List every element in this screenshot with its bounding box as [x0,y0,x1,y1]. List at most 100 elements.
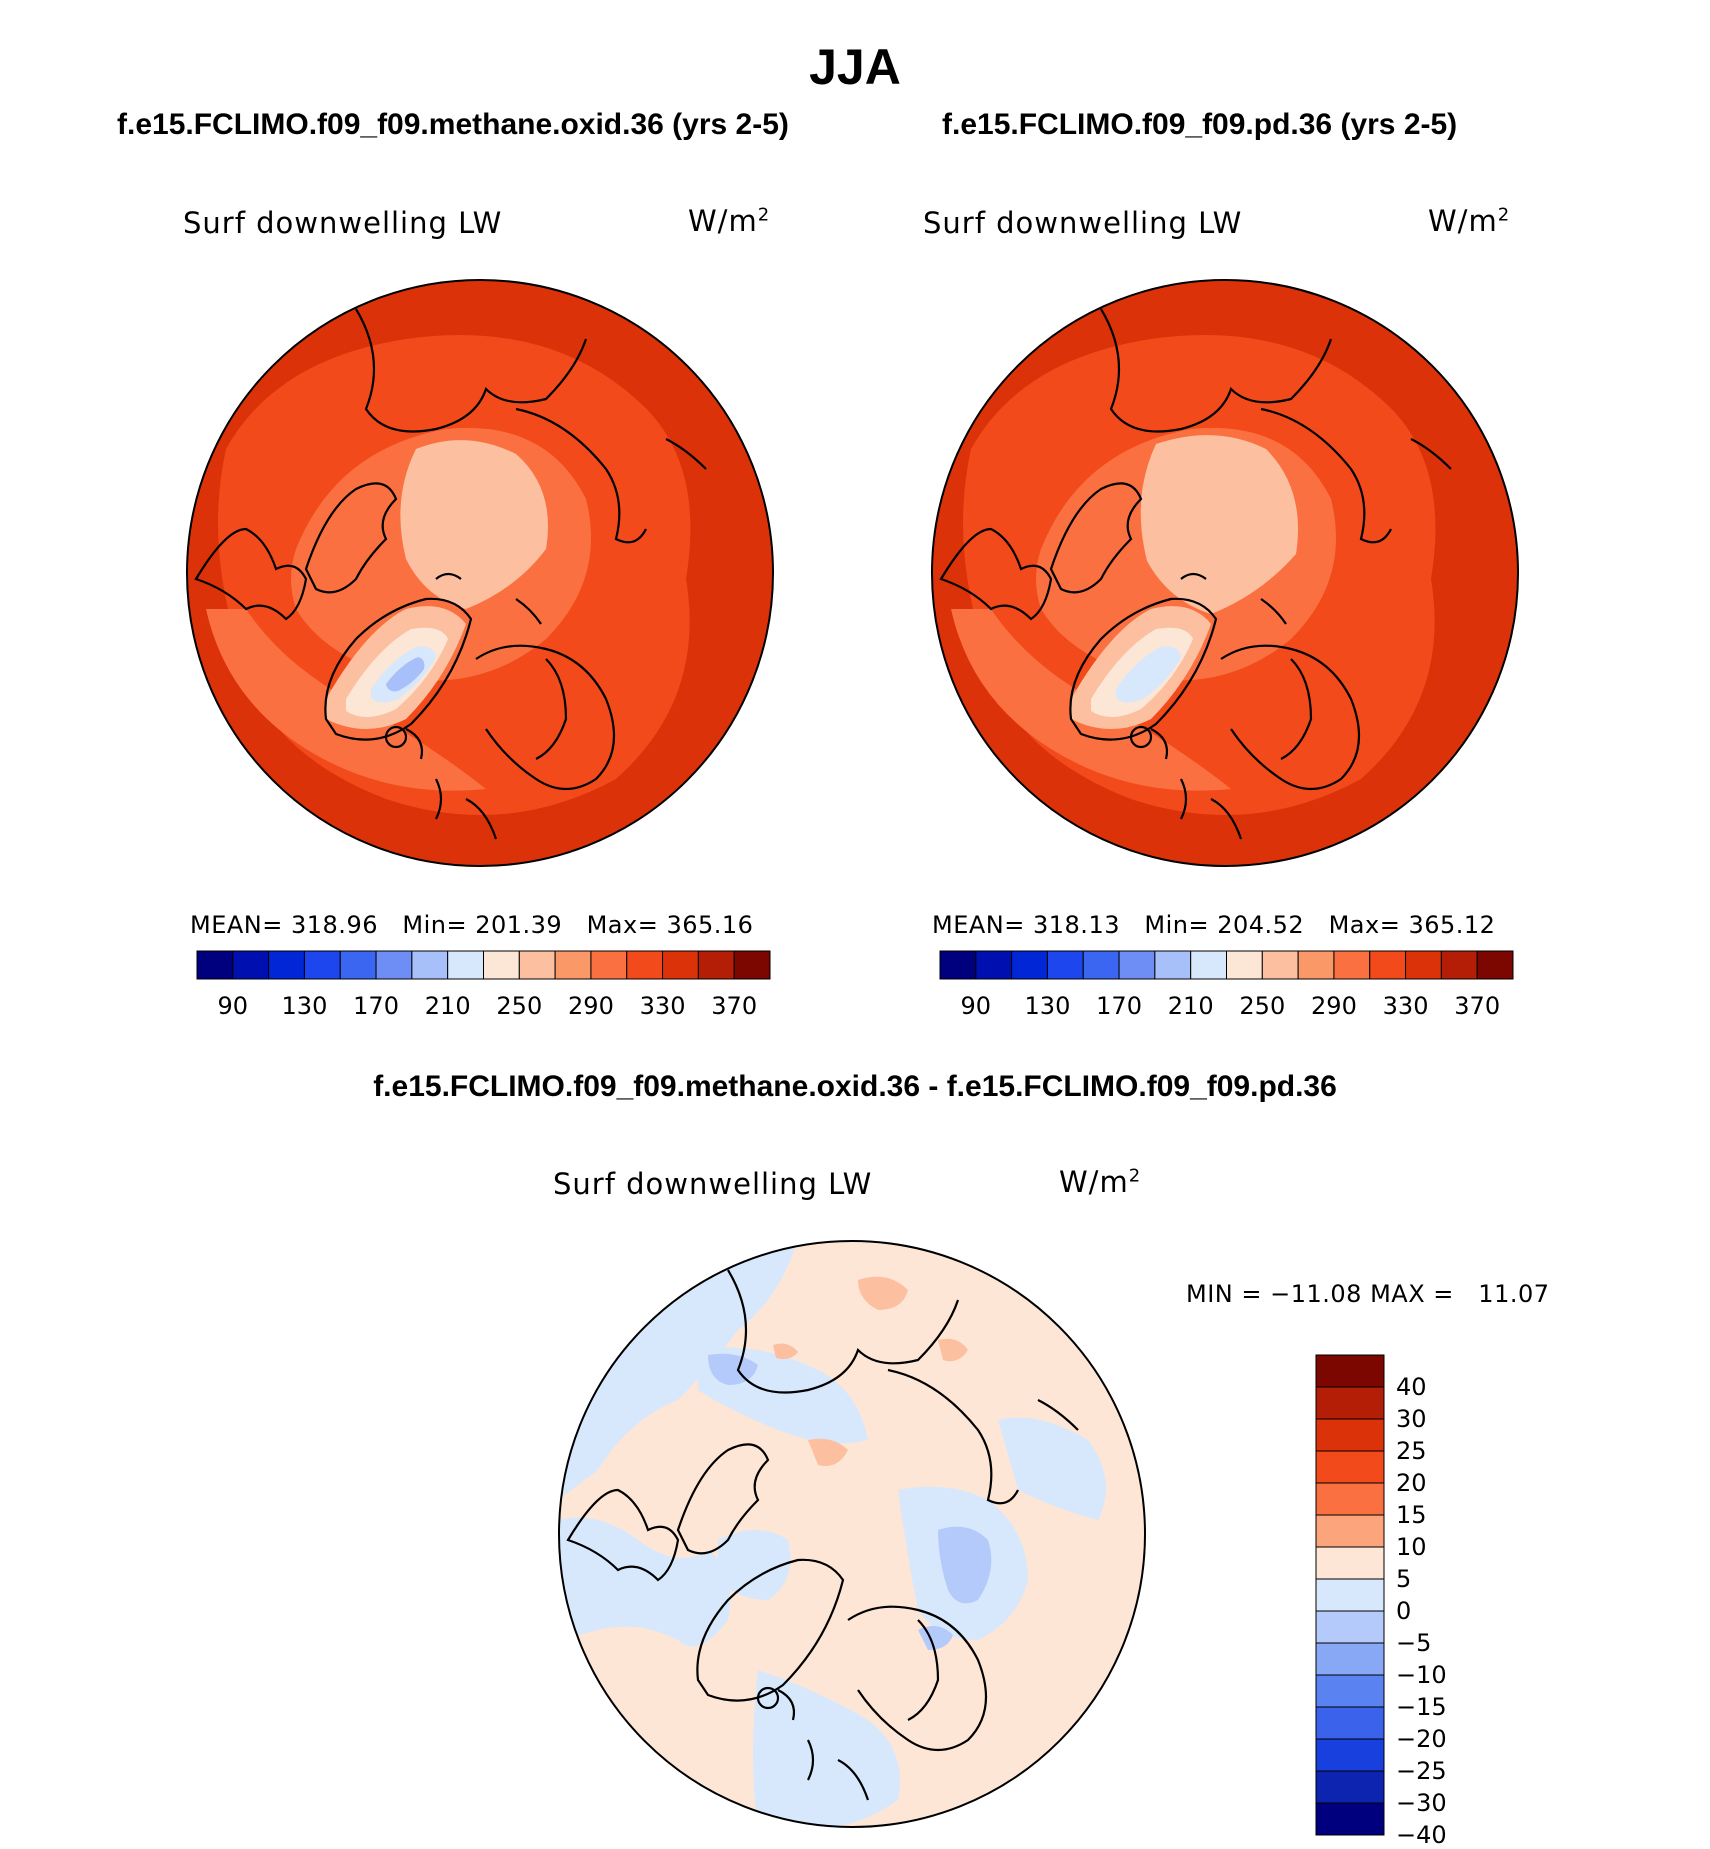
colorbar-tick-label: 30 [1396,1405,1427,1433]
mean-label: MEAN= [190,911,283,939]
main-title: JJA [809,39,901,95]
map-coastlines [566,1269,1079,1801]
colorbar-swatch [1315,1674,1385,1708]
colorbar-tick-label: 370 [711,992,758,1020]
colorbar-swatch [1315,1482,1385,1516]
colorbar-swatch [1333,950,1371,980]
diff-positive-patch [858,1276,908,1310]
map-ice-region [1140,435,1298,614]
colorbar-tick-label: 290 [1311,992,1357,1020]
colorbar-swatch [339,950,377,980]
left-units-label: W/m2 [688,204,771,238]
colorbar-swatch [590,950,628,980]
colorbar-swatch [411,950,449,980]
max-value: 365.12 [1408,911,1496,939]
max-label: Max= [1328,911,1401,939]
colorbar-tick-label: 330 [1382,992,1429,1020]
diff-max-label: MAX = [1370,1280,1454,1308]
diff-min-value: −11.08 [1270,1280,1362,1308]
colorbar-swatch [626,950,664,980]
colorbar-tick-label: 130 [281,992,328,1020]
colorbar-swatch [1315,1546,1385,1580]
max-label: Max= [586,911,659,939]
left-variable-label: Surf downwelling LW [183,206,503,240]
min-label: Min= [402,911,468,939]
max-value: 365.16 [666,911,754,939]
diff-units-label: W/m2 [1059,1165,1142,1199]
right-units-label: W/m2 [1428,204,1511,238]
difference-colorbar [1315,1354,1385,1836]
colorbar-tick-label: 330 [639,992,686,1020]
left-stats: MEAN= 318.96 Min= 201.39 Max= 365.16 [190,911,753,939]
colorbar-tick-label: −20 [1396,1725,1447,1753]
diff-negative-region [998,1417,1106,1520]
right-colorbar [939,950,1514,980]
colorbar-tick-label: 210 [1167,992,1214,1020]
diff-variable-label: Surf downwelling LW [553,1167,873,1201]
left-case-title: f.e15.FCLIMO.f09_f09.methane.oxid.36 (yr… [117,108,789,141]
map-ice-region [400,440,548,609]
map-greenland-core [386,657,425,692]
colorbar-swatch [303,950,341,980]
map-coastlines [194,308,707,840]
colorbar-swatch [1190,950,1227,980]
colorbar-swatch [1315,1706,1385,1740]
right-colorbar-ticks: 90 130 170 210 250 290 330 370 [940,992,1513,1022]
colorbar-swatch [1476,950,1514,980]
colorbar-tick-label: 20 [1396,1469,1427,1497]
min-label: Min= [1144,911,1210,939]
colorbar-swatch [1315,1354,1385,1388]
mean-value: 318.96 [291,911,378,939]
colorbar-swatch [1297,950,1335,980]
colorbar-swatch [1011,950,1048,980]
colorbar-tick-label: 370 [1454,992,1501,1020]
colorbar-tick-label: −15 [1396,1693,1447,1721]
colorbar-swatch [1082,950,1120,980]
colorbar-tick-label: 250 [1239,992,1286,1020]
colorbar-swatch [1261,950,1299,980]
difference-title: f.e15.FCLIMO.f09_f09.methane.oxid.36 - f… [373,1070,1337,1103]
colorbar-swatch [268,950,305,980]
right-stats: MEAN= 318.13 Min= 204.52 Max= 365.12 [932,911,1495,939]
colorbar-swatch [1118,950,1156,980]
colorbar-swatch [196,950,234,980]
colorbar-swatch [375,950,413,980]
colorbar-swatch [1369,950,1407,980]
min-value: 201.39 [475,911,563,939]
colorbar-swatch [662,950,699,980]
mean-label: MEAN= [932,911,1025,939]
colorbar-tick-label: 170 [1096,992,1142,1020]
colorbar-tick-label: 90 [217,992,249,1020]
diff-min-label: MIN = [1186,1280,1262,1308]
difference-polar-map [558,1240,1146,1828]
colorbar-swatch [939,950,977,980]
diff-max-value: 11.07 [1478,1280,1550,1308]
colorbar-tick-label: −30 [1396,1789,1447,1817]
min-value: 204.52 [1217,911,1305,939]
colorbar-swatch [1440,950,1478,980]
colorbar-swatch [1315,1450,1385,1484]
colorbar-tick-label: 40 [1396,1373,1427,1401]
diff-positive-patch [938,1338,968,1362]
diff-strong-negative [708,1353,758,1385]
colorbar-tick-label: −5 [1396,1629,1432,1657]
colorbar-swatch [1315,1386,1385,1420]
diff-negative-region [559,1517,731,1647]
colorbar-swatch [518,950,556,980]
colorbar-swatch [1226,950,1263,980]
colorbar-swatch [447,950,484,980]
colorbar-swatch [554,950,592,980]
colorbar-tick-label: −40 [1396,1821,1447,1849]
left-colorbar [196,950,771,980]
colorbar-swatch [1154,950,1192,980]
colorbar-tick-label: 250 [496,992,543,1020]
colorbar-swatch [232,950,270,980]
colorbar-tick-label: 130 [1024,992,1071,1020]
colorbar-tick-label: −25 [1396,1757,1447,1785]
colorbar-swatch [1315,1610,1385,1644]
left-polar-map [186,279,774,867]
diff-strong-negative [938,1526,992,1604]
colorbar-swatch [975,950,1013,980]
colorbar-swatch [733,950,771,980]
colorbar-tick-label: 15 [1396,1501,1427,1529]
